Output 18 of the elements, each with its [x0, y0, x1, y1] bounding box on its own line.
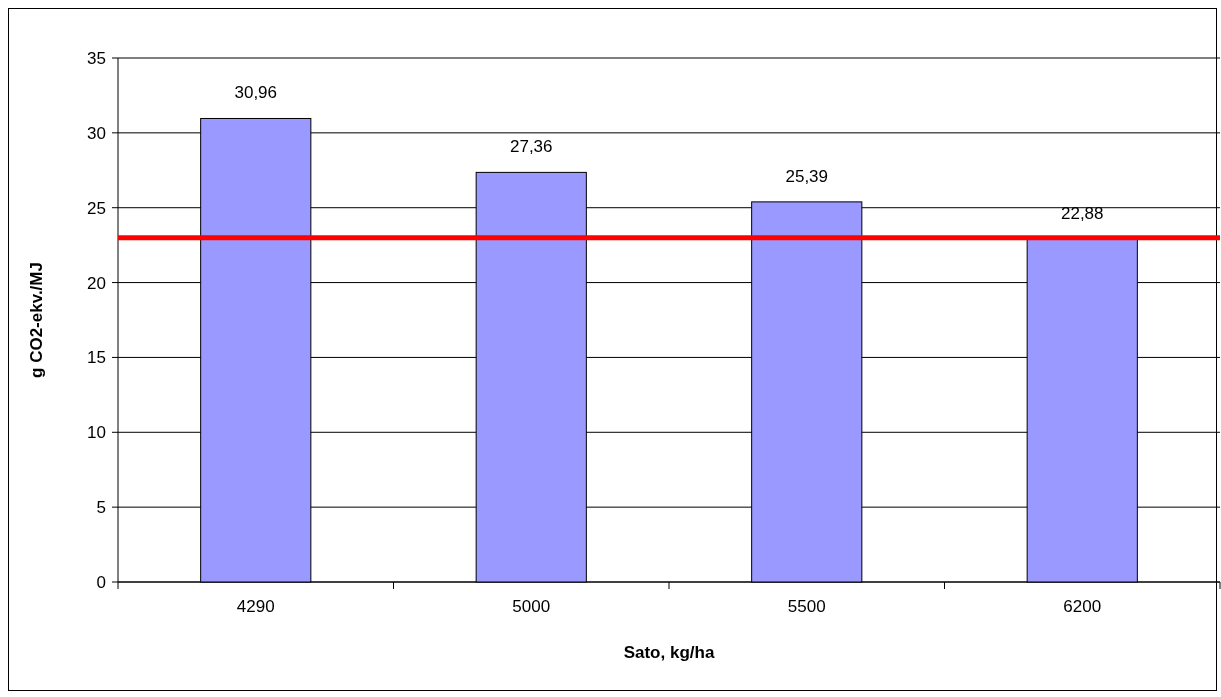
y-tick-label: 5 [96, 498, 106, 518]
data-label: 25,39 [785, 166, 829, 186]
data-label: 27,36 [509, 137, 553, 157]
data-label: 22,88 [1060, 204, 1104, 224]
data-label: 30,96 [234, 83, 278, 103]
x-tick-label: 5000 [512, 597, 551, 616]
y-tick-label: 30 [87, 123, 106, 143]
y-tick-label: 15 [87, 348, 106, 368]
y-tick-label: 25 [87, 198, 106, 218]
x-tick-label: 5500 [787, 597, 826, 616]
x-tick-label: 4290 [236, 597, 275, 616]
y-tick-label: 10 [87, 423, 106, 443]
y-tick-label: 35 [87, 48, 106, 68]
y-tick-label: 20 [87, 273, 106, 293]
y-tick-label: 0 [96, 572, 106, 592]
y-axis-title: g CO2-ekv./MJ [27, 262, 46, 378]
x-tick-label: 6200 [1063, 597, 1102, 616]
x-axis-title: Sato, kg/ha [623, 643, 715, 662]
